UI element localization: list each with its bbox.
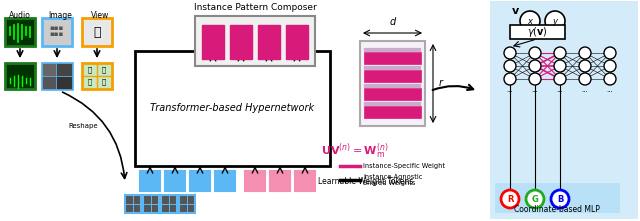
FancyBboxPatch shape: [42, 63, 72, 89]
Circle shape: [554, 73, 566, 85]
FancyBboxPatch shape: [140, 171, 160, 191]
Circle shape: [604, 73, 616, 85]
Text: ...: ...: [532, 87, 538, 93]
FancyBboxPatch shape: [364, 70, 421, 82]
Text: Instance Pattern Composer: Instance Pattern Composer: [194, 3, 316, 12]
Text: View: View: [91, 11, 109, 20]
Circle shape: [579, 73, 591, 85]
FancyBboxPatch shape: [360, 41, 425, 126]
FancyBboxPatch shape: [364, 66, 421, 70]
Circle shape: [579, 60, 591, 72]
FancyBboxPatch shape: [195, 16, 315, 66]
Circle shape: [526, 190, 544, 208]
FancyBboxPatch shape: [56, 63, 72, 76]
Text: x: x: [527, 17, 532, 25]
FancyBboxPatch shape: [215, 171, 235, 191]
FancyBboxPatch shape: [364, 48, 421, 52]
Circle shape: [545, 11, 565, 31]
FancyBboxPatch shape: [190, 171, 210, 191]
Text: 🪑: 🪑: [102, 79, 106, 85]
FancyBboxPatch shape: [82, 18, 112, 46]
FancyBboxPatch shape: [5, 18, 35, 46]
FancyBboxPatch shape: [42, 76, 56, 89]
Text: y: y: [552, 17, 557, 25]
Text: Reshape: Reshape: [68, 123, 98, 129]
FancyBboxPatch shape: [258, 25, 280, 59]
Text: 🪑: 🪑: [88, 79, 92, 85]
Text: v: v: [511, 6, 518, 16]
FancyBboxPatch shape: [490, 1, 638, 219]
Text: R: R: [507, 194, 513, 204]
FancyBboxPatch shape: [270, 171, 290, 191]
FancyBboxPatch shape: [42, 63, 56, 76]
FancyBboxPatch shape: [143, 195, 159, 213]
Circle shape: [551, 190, 569, 208]
Text: Transformer-based Hypernetwork: Transformer-based Hypernetwork: [150, 103, 314, 113]
Text: r: r: [439, 78, 443, 88]
Text: Image: Image: [48, 11, 72, 20]
FancyBboxPatch shape: [230, 25, 252, 59]
FancyBboxPatch shape: [364, 102, 421, 106]
Text: ▪▪▪
▪▪▪: ▪▪▪ ▪▪▪: [50, 25, 64, 38]
FancyBboxPatch shape: [5, 63, 35, 89]
Circle shape: [504, 47, 516, 59]
FancyBboxPatch shape: [286, 25, 308, 59]
Text: ...: ...: [582, 87, 588, 93]
FancyBboxPatch shape: [364, 88, 421, 100]
FancyBboxPatch shape: [179, 195, 195, 213]
Circle shape: [504, 60, 516, 72]
Text: 🪑: 🪑: [88, 67, 92, 73]
Text: B: B: [557, 194, 563, 204]
FancyBboxPatch shape: [364, 106, 421, 118]
Circle shape: [579, 47, 591, 59]
Text: ...: ...: [557, 87, 563, 93]
FancyBboxPatch shape: [125, 195, 141, 213]
FancyBboxPatch shape: [364, 52, 421, 64]
FancyBboxPatch shape: [135, 51, 330, 166]
Text: Coordinate-based MLP: Coordinate-based MLP: [514, 205, 600, 214]
Text: $\gamma(\mathbf{v})$: $\gamma(\mathbf{v})$: [527, 25, 547, 39]
Text: Instance-Specific Weight: Instance-Specific Weight: [363, 163, 445, 169]
Text: 🪑: 🪑: [93, 25, 100, 38]
Text: ...: ...: [607, 87, 613, 93]
FancyBboxPatch shape: [161, 195, 177, 213]
Text: Learnable Weight Tokens: Learnable Weight Tokens: [318, 177, 413, 185]
FancyBboxPatch shape: [56, 76, 72, 89]
FancyBboxPatch shape: [202, 25, 224, 59]
Circle shape: [604, 47, 616, 59]
Text: Audio: Audio: [9, 11, 31, 20]
FancyBboxPatch shape: [295, 171, 315, 191]
FancyBboxPatch shape: [42, 18, 72, 46]
FancyBboxPatch shape: [495, 183, 620, 213]
Circle shape: [554, 47, 566, 59]
FancyBboxPatch shape: [364, 84, 421, 88]
FancyBboxPatch shape: [165, 171, 185, 191]
Text: G: G: [532, 194, 538, 204]
FancyBboxPatch shape: [510, 25, 565, 39]
Circle shape: [529, 60, 541, 72]
Text: d: d: [389, 17, 396, 27]
Circle shape: [529, 47, 541, 59]
Circle shape: [501, 190, 519, 208]
Text: Instance-Agnostic
Shared Weights: Instance-Agnostic Shared Weights: [363, 173, 422, 187]
Text: ...: ...: [507, 87, 513, 93]
Text: $\mathbf{UV}^{(n)}=\mathbf{W}^{(n)}_\mathrm{m}$: $\mathbf{UV}^{(n)}=\mathbf{W}^{(n)}_\mat…: [321, 141, 388, 161]
Text: 🪑: 🪑: [102, 67, 106, 73]
Circle shape: [529, 73, 541, 85]
FancyBboxPatch shape: [82, 63, 112, 89]
Circle shape: [504, 73, 516, 85]
Circle shape: [520, 11, 540, 31]
Circle shape: [554, 60, 566, 72]
FancyBboxPatch shape: [245, 171, 265, 191]
Circle shape: [604, 60, 616, 72]
